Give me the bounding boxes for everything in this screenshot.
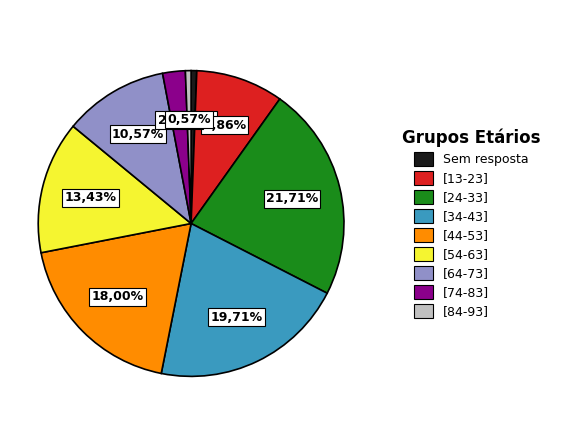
Legend: Sem resposta, [13-23], [24-33], [34-43], [44-53], [54-63], [64-73], [74-83], [84: Sem resposta, [13-23], [24-33], [34-43],… bbox=[396, 122, 547, 325]
Text: 2,29%: 2,29% bbox=[158, 114, 201, 127]
Wedge shape bbox=[162, 71, 191, 224]
Text: 13,43%: 13,43% bbox=[64, 191, 116, 204]
Wedge shape bbox=[73, 73, 191, 224]
Wedge shape bbox=[161, 224, 327, 376]
Text: 0,57%: 0,57% bbox=[171, 113, 215, 126]
Text: 8,86%: 8,86% bbox=[203, 118, 246, 131]
Text: 18,00%: 18,00% bbox=[91, 291, 143, 304]
Wedge shape bbox=[191, 71, 280, 224]
Wedge shape bbox=[38, 127, 191, 253]
Wedge shape bbox=[185, 71, 191, 224]
Wedge shape bbox=[191, 71, 197, 224]
Text: 10,57%: 10,57% bbox=[112, 127, 164, 140]
Text: 0,57%: 0,57% bbox=[168, 113, 211, 126]
Wedge shape bbox=[41, 224, 191, 373]
Text: 19,71%: 19,71% bbox=[211, 311, 262, 324]
Wedge shape bbox=[191, 99, 344, 293]
Text: 21,71%: 21,71% bbox=[266, 192, 318, 205]
